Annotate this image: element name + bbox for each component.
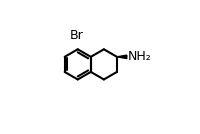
Polygon shape xyxy=(117,55,127,59)
Text: NH₂: NH₂ xyxy=(127,50,151,63)
Text: Br: Br xyxy=(70,29,84,42)
